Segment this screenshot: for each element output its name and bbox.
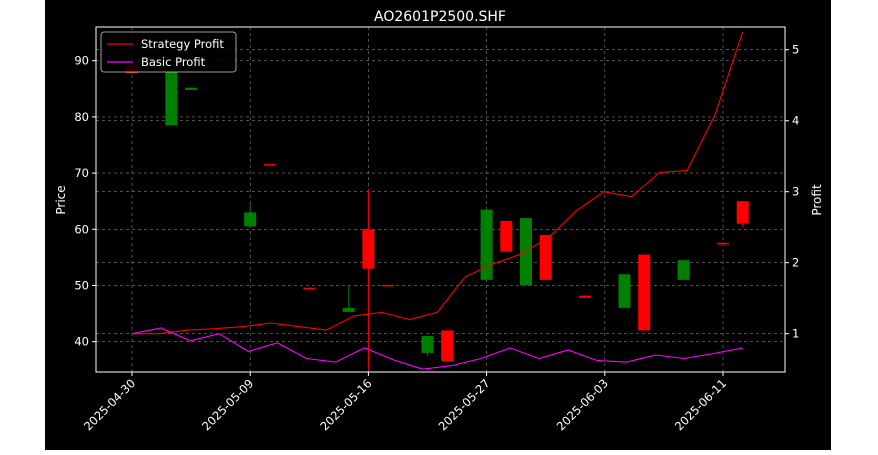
candle-body (165, 71, 178, 126)
candle-body (263, 164, 276, 166)
candle-body (717, 242, 729, 245)
candle-layer (126, 65, 749, 370)
candle-body (500, 220, 513, 252)
legend-box (100, 31, 237, 73)
plot-frame (95, 26, 786, 373)
y2-axis-label: Profit (810, 184, 824, 216)
y2-tick-label: 1 (792, 327, 799, 341)
candle-body (736, 201, 749, 224)
candle-body (579, 295, 592, 298)
legend-strategy-label: Strategy Profit (141, 37, 224, 51)
candle-body (677, 260, 690, 280)
candle-body (244, 212, 257, 227)
candle-body (480, 209, 493, 280)
y-tick-label: 40 (74, 335, 89, 349)
y-tick-label: 80 (74, 110, 89, 124)
chart-figure: AO2601P2500.SHF 40 50 60 70 80 90 1 2 3 4 5 2025-04… (45, 0, 831, 450)
candlestick-chart: AO2601P2500.SHF 405060708090123452025-04… (45, 0, 831, 450)
candle-body (618, 274, 631, 308)
y2-tick-label: 2 (792, 256, 799, 270)
candle-body (382, 284, 395, 287)
line-layer (131, 31, 744, 370)
y2-tick-label: 3 (792, 185, 799, 199)
chart-title: AO2601P2500.SHF (374, 9, 506, 25)
candle-body (638, 254, 651, 331)
candle-body (362, 229, 375, 269)
legend: Strategy Profit Basic Profit (100, 31, 237, 73)
y2-tick-label: 4 (792, 114, 799, 128)
candle-body (342, 307, 355, 312)
y-tick-label: 70 (74, 166, 89, 180)
legend-basic-label: Basic Profit (141, 55, 206, 69)
candle-body (441, 330, 454, 362)
y-tick-label: 60 (74, 222, 89, 236)
candle-body (539, 234, 552, 280)
candle-body (520, 218, 532, 286)
candle-body (421, 336, 434, 353)
strategy-profit-line (132, 31, 744, 335)
y2-tick-label: 5 (792, 43, 799, 57)
y-tick-label: 90 (74, 54, 89, 68)
y-tick-label: 50 (74, 278, 89, 292)
candle-body (303, 287, 316, 290)
basic-profit-line (131, 327, 743, 370)
candle-body (185, 87, 198, 90)
y-axis-label: Price (54, 185, 68, 214)
